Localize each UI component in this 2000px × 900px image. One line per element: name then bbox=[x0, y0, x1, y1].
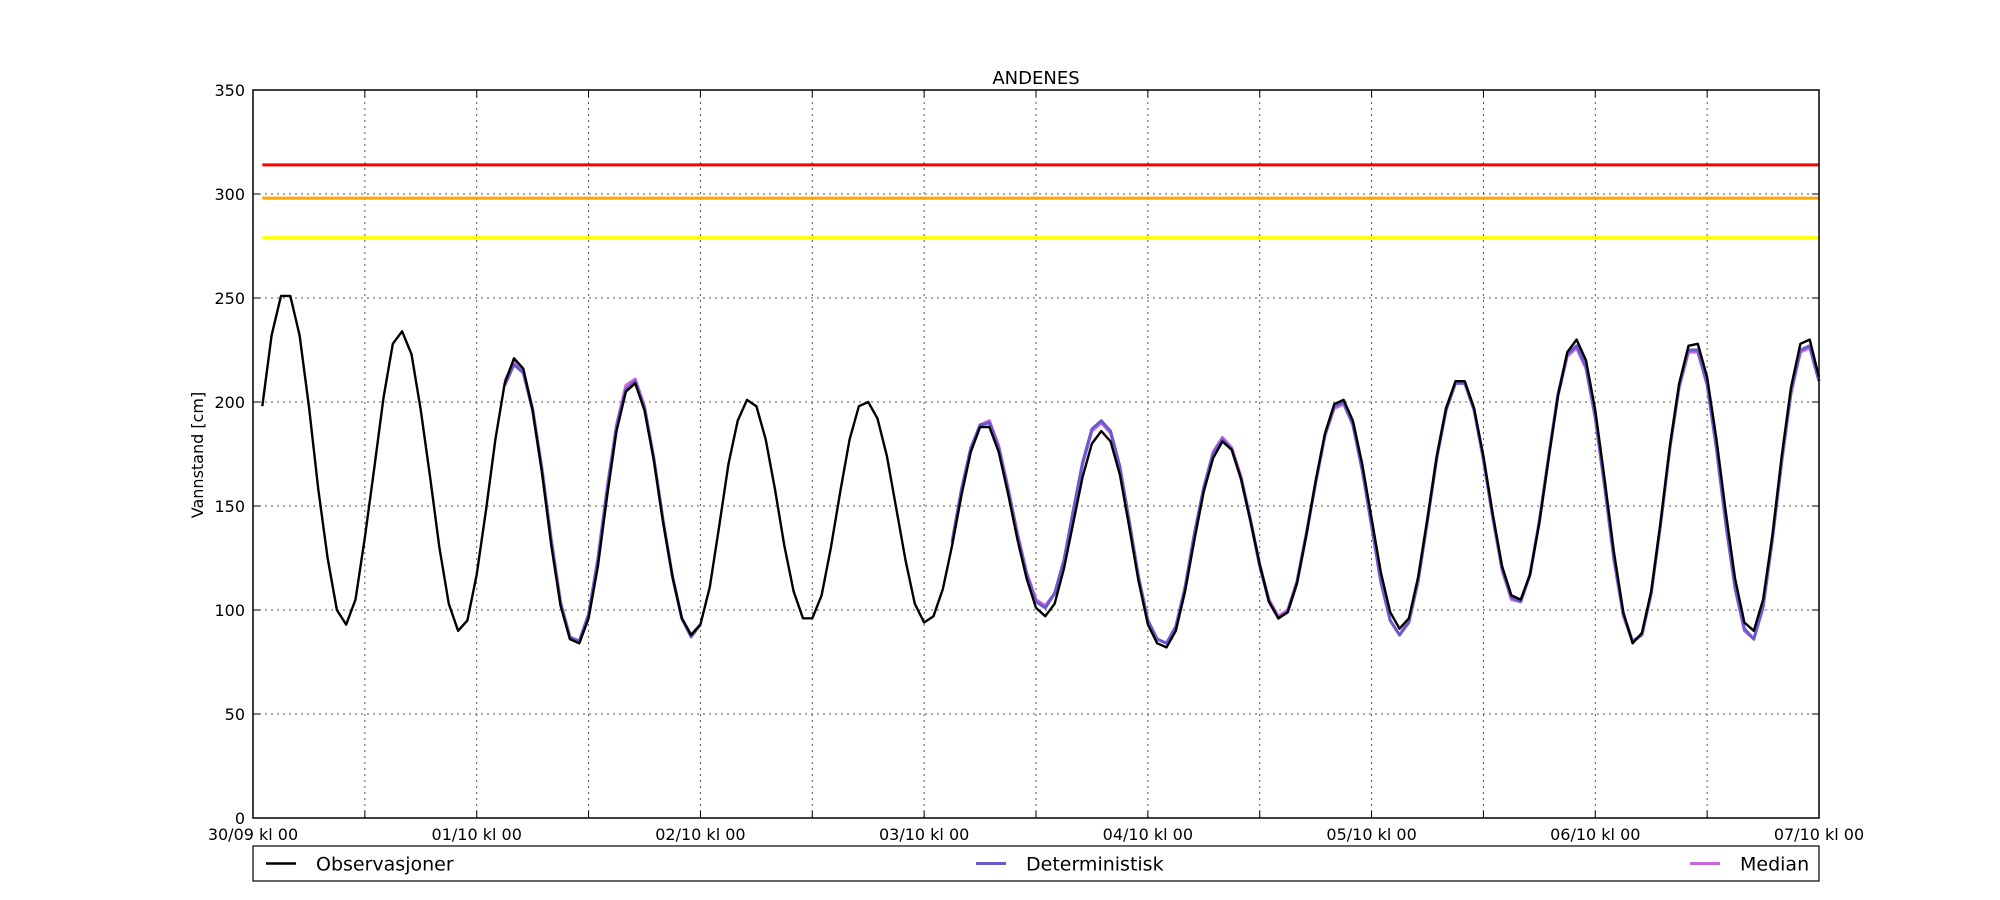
y-tick-label: 350 bbox=[214, 81, 245, 100]
y-tick-label: 0 bbox=[235, 809, 245, 828]
x-axis-ticks: 30/09 kl 00 01/10 kl 00 02/10 kl 00 03/10 k… bbox=[208, 90, 1864, 844]
chart-title: ANDENES bbox=[992, 68, 1079, 89]
deterministisk-legend-label: Deterministisk bbox=[1026, 854, 1164, 876]
series-lines bbox=[261, 294, 1821, 649]
y-tick-label: 300 bbox=[214, 185, 245, 204]
x-tick-label: 05/10 kl 00 bbox=[1326, 825, 1416, 844]
x-tick-label: 30/09 kl 00 bbox=[208, 825, 298, 844]
observasjoner-line bbox=[261, 294, 1821, 649]
threshold-lines bbox=[262, 163, 1819, 240]
x-tick-label: 04/10 kl 00 bbox=[1103, 825, 1193, 844]
x-tick-label: 06/10 kl 00 bbox=[1550, 825, 1640, 844]
x-tick-label: 01/10 kl 00 bbox=[432, 825, 522, 844]
legend-box bbox=[252, 845, 1820, 882]
observasjoner-legend-label: Observasjoner bbox=[316, 854, 454, 876]
y-tick-label: 100 bbox=[214, 601, 245, 620]
y-axis-ticks: 0 50 100 150 200 250 300 350 bbox=[214, 81, 1819, 828]
grid bbox=[253, 90, 1819, 818]
x-tick-label: 03/10 kl 00 bbox=[879, 825, 969, 844]
median-legend-label: Median bbox=[1740, 854, 1809, 876]
x-tick-label: 07/10 kl 00 bbox=[1774, 825, 1864, 844]
y-tick-label: 50 bbox=[225, 705, 245, 724]
deterministisk-line bbox=[950, 344, 1821, 645]
y-axis-label: Vannstand [cm] bbox=[188, 392, 207, 518]
x-tick-label: 02/10 kl 00 bbox=[655, 825, 745, 844]
y-tick-label: 150 bbox=[214, 497, 245, 516]
median-line bbox=[503, 361, 702, 643]
legend: Observasjoner Deterministisk Median bbox=[252, 845, 1820, 882]
y-tick-label: 200 bbox=[214, 393, 245, 412]
deterministisk-line bbox=[503, 363, 702, 643]
y-tick-label: 250 bbox=[214, 289, 245, 308]
